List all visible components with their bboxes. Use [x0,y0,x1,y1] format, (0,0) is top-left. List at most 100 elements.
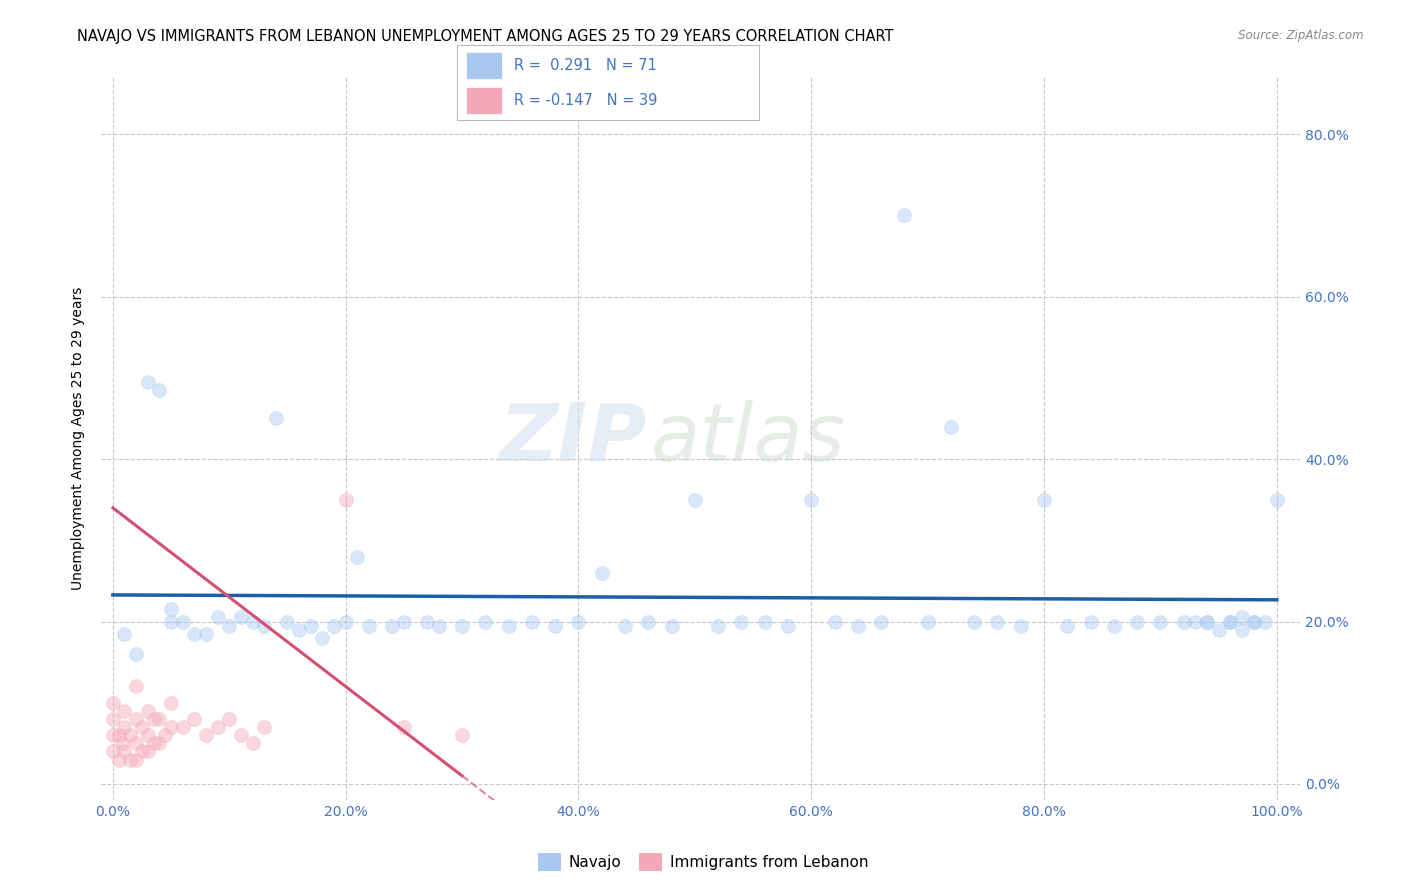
Point [707,618,730,632]
Point [142,712,165,726]
Point [1219,615,1241,629]
Point [776,618,799,632]
Point [683,492,706,507]
Point [567,615,589,629]
Point [101,696,124,710]
Point [218,618,240,632]
Point [335,492,357,507]
Point [194,728,217,742]
Point [160,615,183,629]
Point [242,615,264,629]
Point [101,744,124,758]
Point [148,383,170,397]
Point [474,615,496,629]
Point [160,696,183,710]
Point [107,753,129,767]
Point [172,615,194,629]
Point [136,704,159,718]
Point [136,744,159,758]
Point [111,736,134,750]
Point [125,680,148,694]
Point [299,618,322,632]
Point [1243,615,1265,629]
Text: ZIP: ZIP [499,400,647,478]
Point [148,736,170,750]
Point [544,618,567,632]
Point [125,647,148,661]
Point [125,736,148,750]
Point [242,736,264,750]
Point [754,615,776,629]
Point [637,615,659,629]
Point [1056,618,1078,632]
Point [1219,615,1241,629]
Point [160,720,183,734]
Point [986,615,1008,629]
Point [1033,492,1056,507]
Point [183,712,205,726]
Point [520,615,543,629]
Point [183,626,205,640]
Point [1195,615,1218,629]
Point [917,615,939,629]
Point [416,615,439,629]
Point [1173,615,1195,629]
Point [392,720,415,734]
Point [1010,618,1032,632]
Text: Source: ZipAtlas.com: Source: ZipAtlas.com [1239,29,1364,42]
Point [846,618,869,632]
Point [160,602,183,616]
Point [107,728,129,742]
Point [963,615,986,629]
Point [392,615,415,629]
Text: NAVAJO VS IMMIGRANTS FROM LEBANON UNEMPLOYMENT AMONG AGES 25 TO 29 YEARS CORRELA: NAVAJO VS IMMIGRANTS FROM LEBANON UNEMPL… [77,29,894,44]
Point [824,615,846,629]
Point [125,712,148,726]
Point [893,209,915,223]
Point [1265,492,1288,507]
Point [101,728,124,742]
Point [346,549,368,564]
Point [114,626,136,640]
Point [451,618,474,632]
Point [1080,615,1102,629]
Point [142,736,165,750]
Legend: Navajo, Immigrants from Lebanon: Navajo, Immigrants from Lebanon [531,847,875,877]
Point [207,720,229,734]
Point [1254,615,1277,629]
Point [120,753,142,767]
Point [661,618,683,632]
Point [1102,618,1125,632]
Point [264,411,287,425]
Point [335,615,357,629]
Point [114,744,136,758]
Point [136,728,159,742]
Point [131,744,153,758]
Point [427,618,450,632]
Point [1149,615,1171,629]
Point [253,618,276,632]
Point [288,623,311,637]
Point [207,610,229,624]
Point [939,419,962,434]
Point [229,610,252,624]
Text: R = -0.147   N = 39: R = -0.147 N = 39 [515,93,658,108]
Point [114,704,136,718]
Point [101,712,124,726]
Bar [465,87,502,114]
Point [131,720,153,734]
Point [218,712,240,726]
Point [323,618,346,632]
Text: atlas: atlas [651,400,845,478]
Point [1184,615,1206,629]
Point [614,618,637,632]
Point [1230,610,1253,624]
Point [451,728,474,742]
Bar [465,52,502,79]
Point [1195,615,1218,629]
Point [1243,615,1265,629]
Point [155,728,177,742]
Point [125,753,148,767]
Point [381,618,404,632]
Point [114,720,136,734]
